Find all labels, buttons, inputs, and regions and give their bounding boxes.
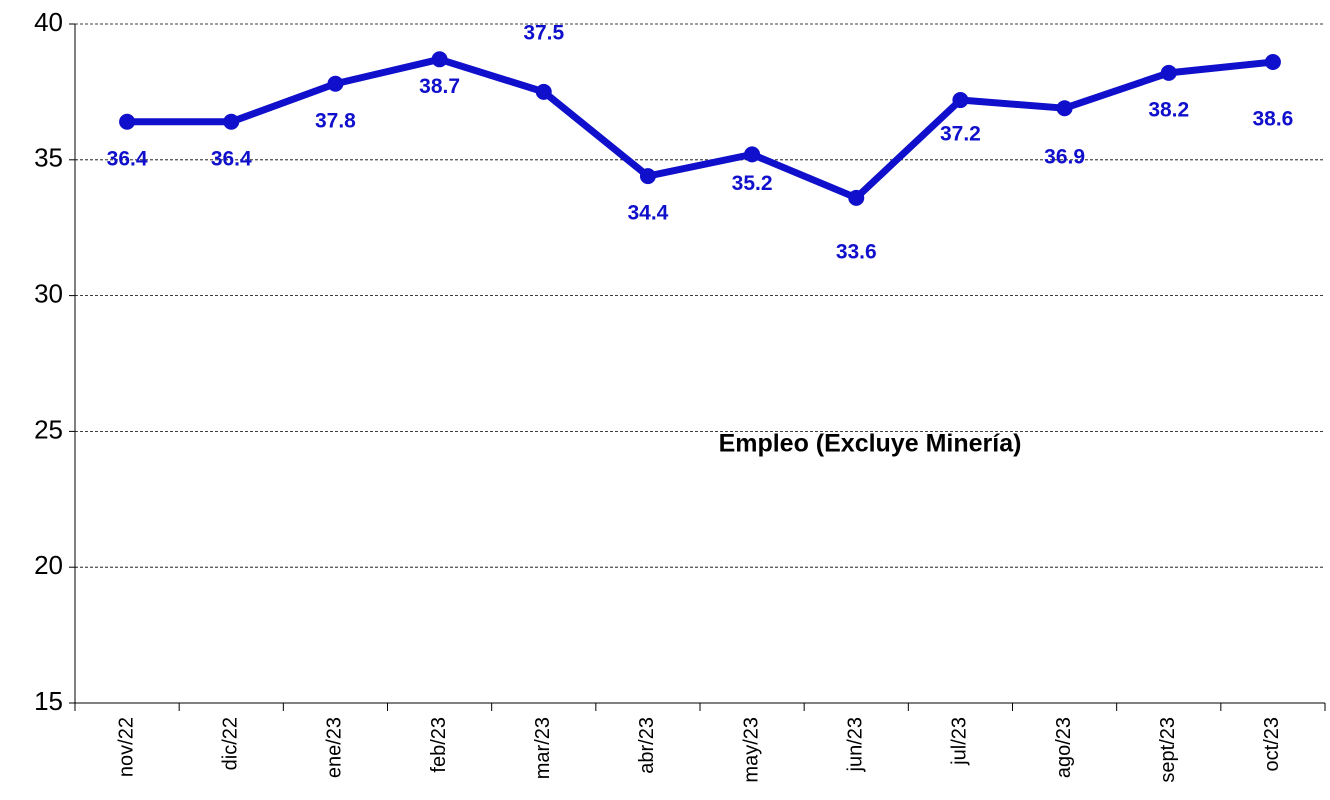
data-label: 36.9 <box>1044 146 1085 169</box>
data-point <box>1056 100 1073 117</box>
x-tick-label: ago/23 <box>1053 717 1075 778</box>
y-tick-label: 40 <box>34 7 63 37</box>
x-tick-label: may/23 <box>740 717 762 783</box>
y-tick-label: 15 <box>34 686 63 716</box>
x-tick-label: mar/23 <box>532 717 554 779</box>
x-tick-label: jul/23 <box>949 717 971 766</box>
annotation: Empleo (Excluye Minería) <box>719 430 1022 458</box>
x-tick-label: ene/23 <box>324 717 346 778</box>
data-point <box>327 75 344 92</box>
data-label: 38.7 <box>419 75 460 98</box>
data-label: 37.8 <box>315 109 356 132</box>
data-label: 37.5 <box>523 21 564 44</box>
x-tick-label: dic/22 <box>220 717 242 770</box>
data-label: 33.6 <box>836 240 877 263</box>
x-tick-label: oct/23 <box>1261 717 1283 771</box>
data-label: 37.2 <box>940 123 981 146</box>
data-point <box>223 113 240 130</box>
x-tick-label: jun/23 <box>845 717 867 773</box>
data-point <box>535 83 552 100</box>
data-point <box>1160 64 1177 81</box>
y-tick-label: 20 <box>34 550 63 580</box>
x-tick-label: feb/23 <box>428 717 450 773</box>
data-label: 35.2 <box>732 172 773 195</box>
data-point <box>1264 54 1281 71</box>
data-label: 36.4 <box>107 147 148 170</box>
x-tick-label: abr/23 <box>636 717 658 774</box>
data-point <box>952 92 969 109</box>
data-point <box>848 189 865 206</box>
y-tick-label: 25 <box>34 414 63 444</box>
data-label: 38.2 <box>1148 98 1189 121</box>
data-label: 34.4 <box>627 202 668 225</box>
data-point <box>431 51 448 68</box>
y-tick-label: 30 <box>34 278 63 308</box>
data-point <box>639 168 656 185</box>
data-point <box>744 146 761 163</box>
data-line <box>127 55 1274 202</box>
data-label: 36.4 <box>211 147 252 170</box>
y-tick-label: 35 <box>34 143 63 173</box>
data-label: 38.6 <box>1252 108 1293 131</box>
x-tick-label: nov/22 <box>115 717 137 777</box>
x-tick-label: sept/23 <box>1157 717 1179 783</box>
data-point <box>119 113 136 130</box>
